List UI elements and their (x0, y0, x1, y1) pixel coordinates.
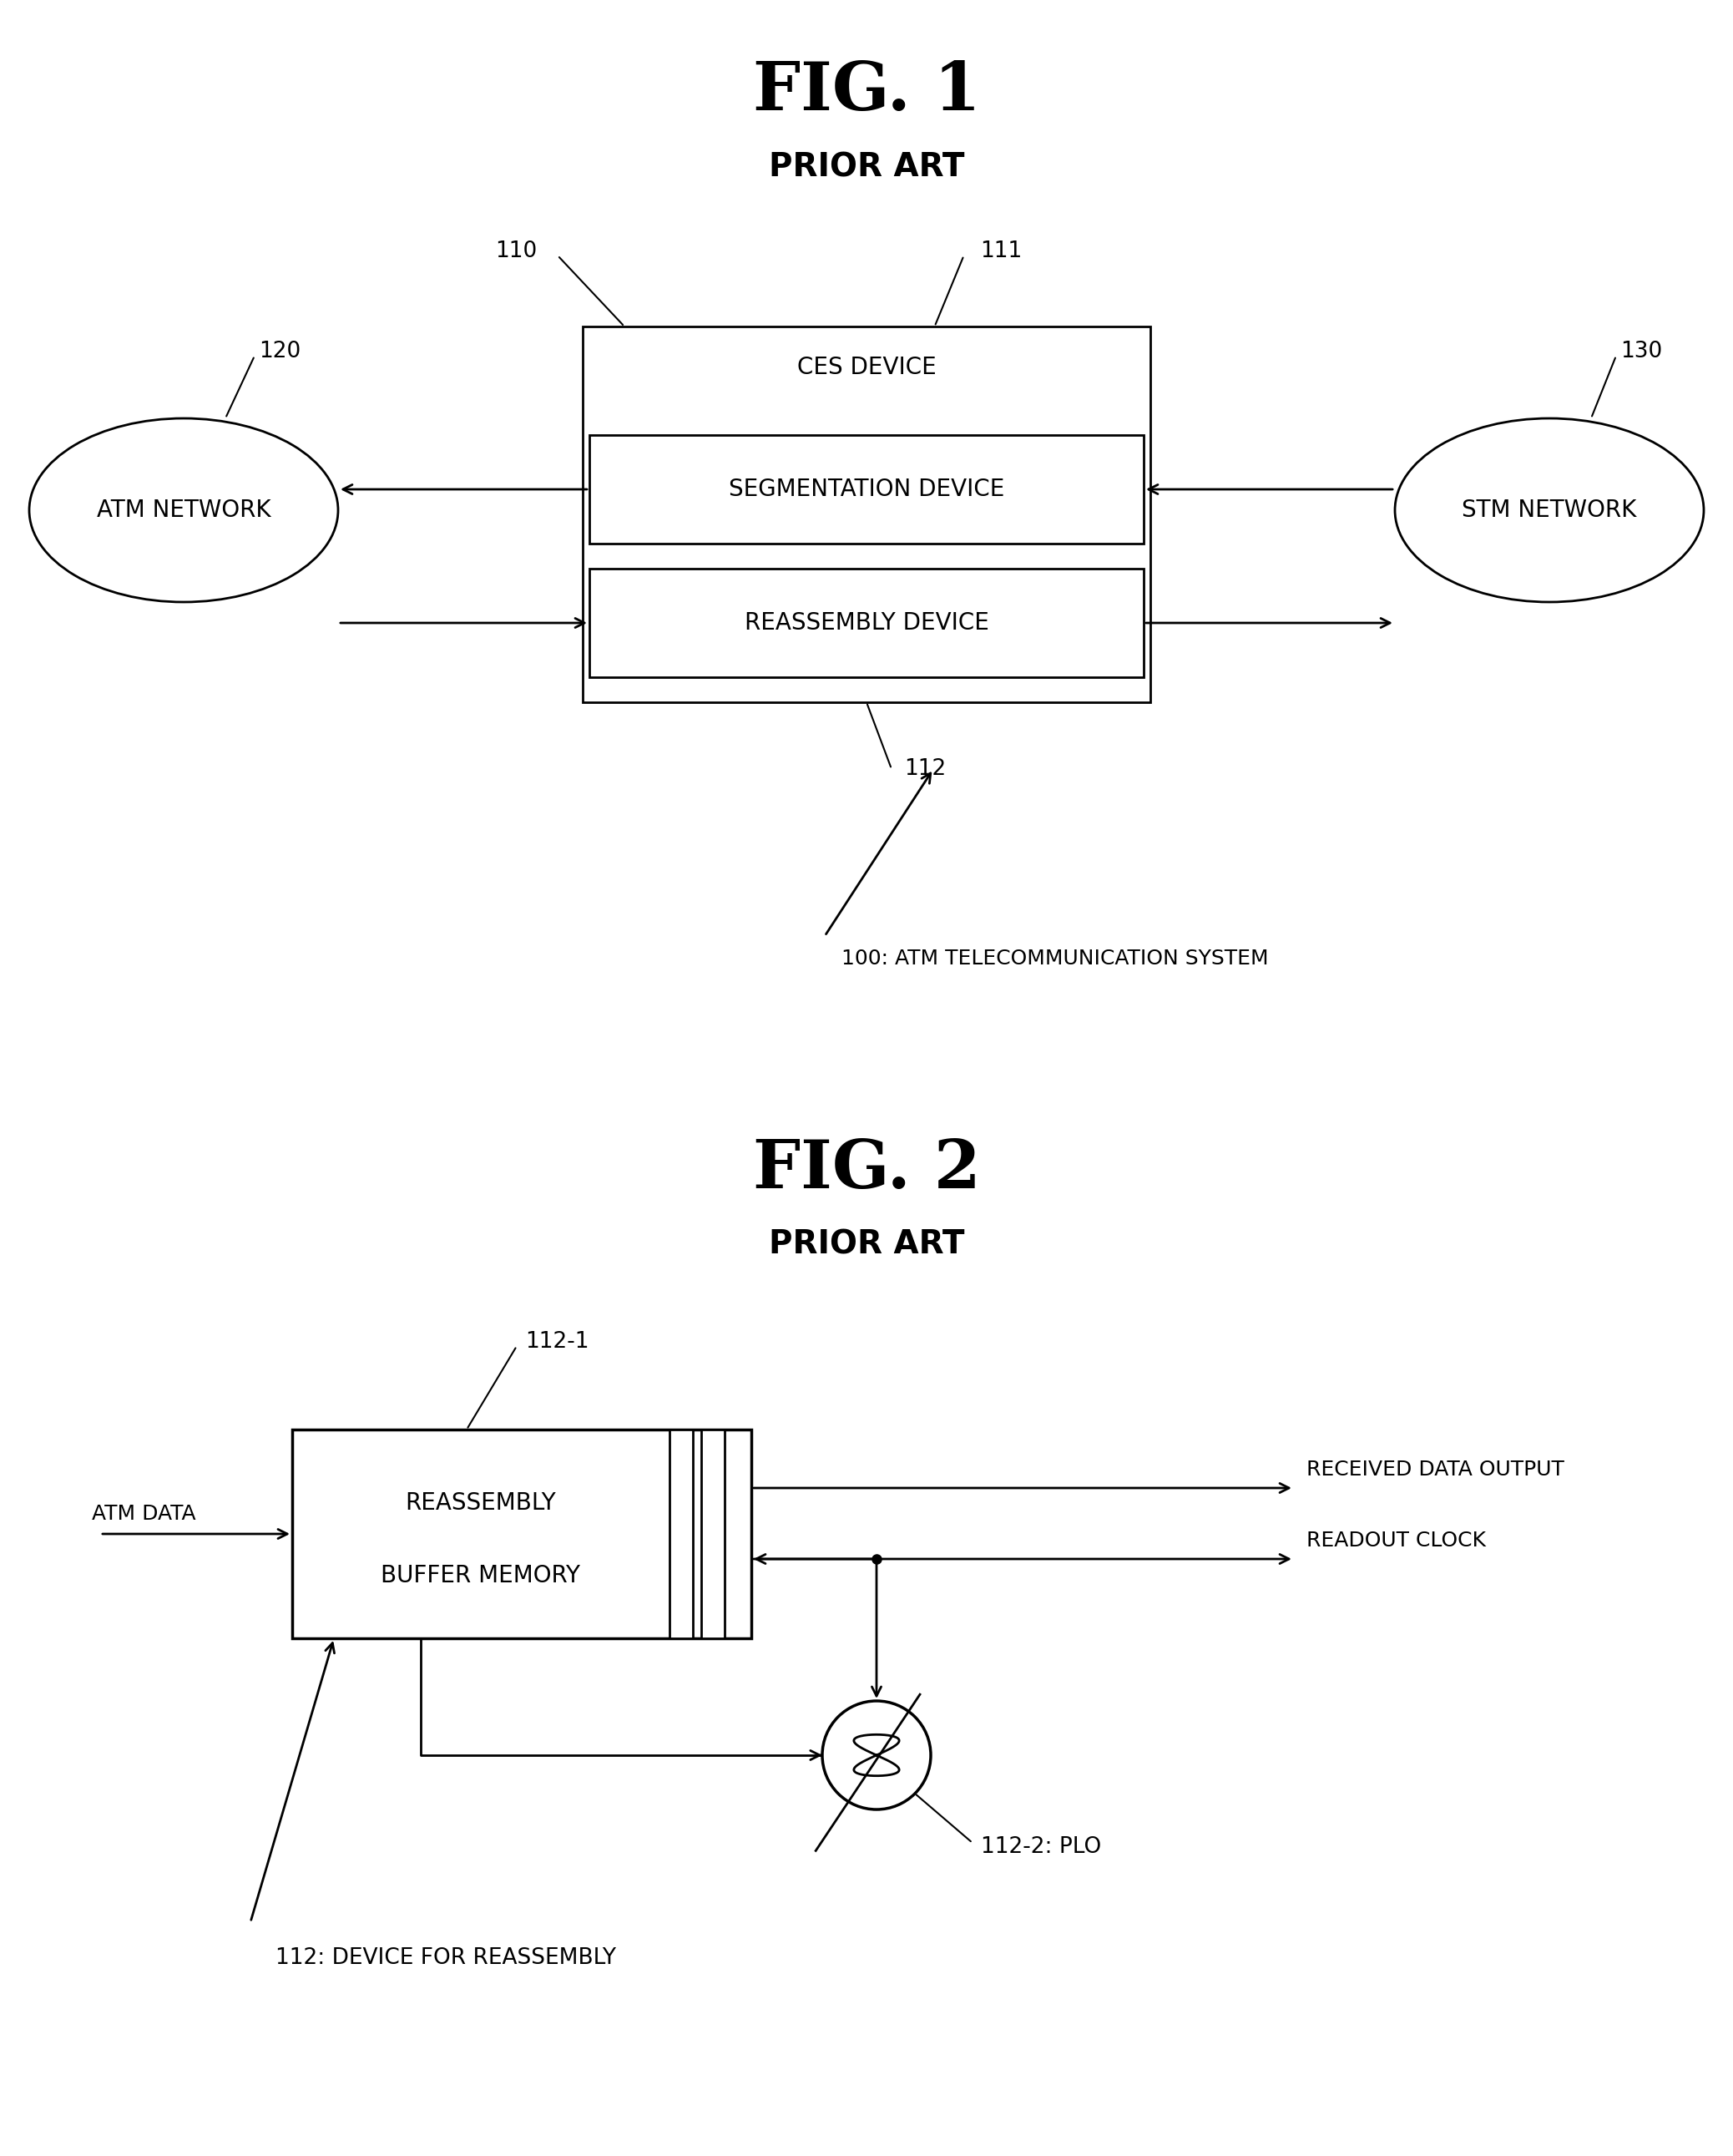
Text: READOUT CLOCK: READOUT CLOCK (1307, 1531, 1485, 1550)
Text: 111: 111 (981, 241, 1022, 263)
Text: 112: DEVICE FOR REASSEMBLY: 112: DEVICE FOR REASSEMBLY (276, 1947, 615, 1968)
Bar (589, 569, 1144, 677)
Text: 110: 110 (496, 241, 537, 263)
Bar (589, 436, 1144, 543)
Text: ATM NETWORK: ATM NETWORK (97, 498, 270, 522)
Text: FIG. 1: FIG. 1 (752, 58, 981, 125)
Bar (582, 326, 1151, 703)
Bar (669, 1429, 693, 1639)
Text: ATM DATA: ATM DATA (92, 1505, 196, 1524)
Text: REASSEMBLY DEVICE: REASSEMBLY DEVICE (743, 612, 990, 634)
Text: RECEIVED DATA OUTPUT: RECEIVED DATA OUTPUT (1307, 1460, 1565, 1479)
Text: 112: 112 (905, 759, 946, 780)
Bar (293, 1429, 752, 1639)
Text: PRIOR ART: PRIOR ART (769, 1229, 964, 1261)
Text: REASSEMBLY: REASSEMBLY (406, 1492, 556, 1514)
Text: PRIOR ART: PRIOR ART (769, 151, 964, 183)
Text: FIG. 2: FIG. 2 (752, 1136, 981, 1203)
Circle shape (821, 1701, 931, 1809)
Text: SEGMENTATION DEVICE: SEGMENTATION DEVICE (728, 479, 1005, 500)
Text: STM NETWORK: STM NETWORK (1463, 498, 1636, 522)
Ellipse shape (29, 418, 338, 602)
Bar (702, 1429, 724, 1639)
Text: BUFFER MEMORY: BUFFER MEMORY (381, 1563, 581, 1587)
Text: 100: ATM TELECOMMUNICATION SYSTEM: 100: ATM TELECOMMUNICATION SYSTEM (842, 949, 1269, 968)
Text: 112-2: PLO: 112-2: PLO (981, 1837, 1100, 1858)
Ellipse shape (1395, 418, 1704, 602)
Text: CES DEVICE: CES DEVICE (797, 356, 936, 379)
Text: 112-1: 112-1 (525, 1330, 589, 1352)
Text: 120: 120 (258, 341, 302, 362)
Text: 130: 130 (1620, 341, 1662, 362)
